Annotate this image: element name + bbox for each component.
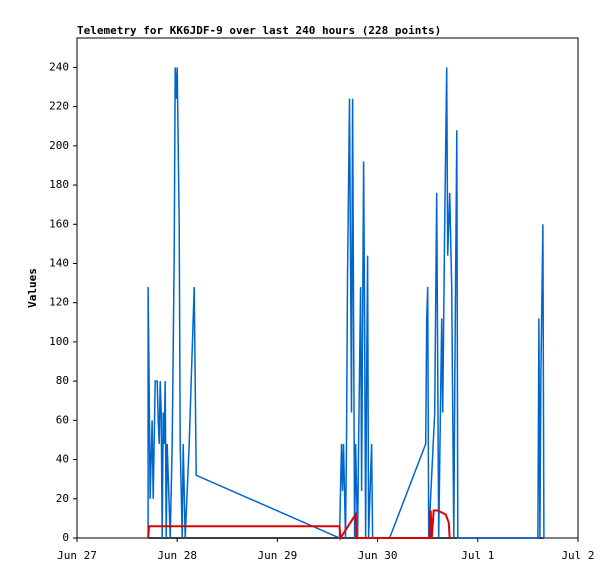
y-tick-label: 120 — [49, 296, 69, 309]
y-tick-label: 140 — [49, 256, 69, 269]
y-tick-label: 0 — [62, 531, 69, 544]
x-tick-label: Jun 28 — [157, 549, 197, 562]
x-tick-label: Jun 27 — [57, 549, 97, 562]
y-tick-label: 160 — [49, 217, 69, 230]
x-tick-label: Jul 1 — [461, 549, 494, 562]
y-tick-label: 240 — [49, 60, 69, 73]
y-tick-label: 60 — [56, 413, 69, 426]
y-tick-label: 200 — [49, 139, 69, 152]
y-tick-label: 180 — [49, 178, 69, 191]
chart-title: Telemetry for KK6JDF-9 over last 240 hou… — [77, 24, 441, 37]
y-tick-label: 40 — [56, 453, 69, 466]
x-tick-label: Jul 2 — [561, 549, 594, 562]
y-axis-label: Values — [26, 268, 39, 308]
series-line — [147, 67, 545, 540]
y-tick-label: 80 — [56, 374, 69, 387]
y-tick-label: 100 — [49, 335, 69, 348]
series-line — [147, 509, 451, 542]
x-tick-label: Jun 29 — [258, 549, 298, 562]
y-tick-label: 20 — [56, 492, 69, 505]
y-tick-label: 220 — [49, 100, 69, 113]
x-tick-label: Jun 30 — [358, 549, 398, 562]
